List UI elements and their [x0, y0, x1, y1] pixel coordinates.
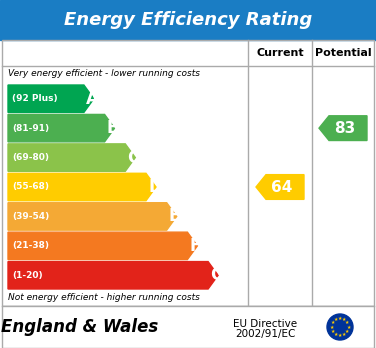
Text: ★: ★: [334, 317, 338, 322]
Text: Not energy efficient - higher running costs: Not energy efficient - higher running co…: [8, 293, 200, 302]
Text: ★: ★: [345, 320, 350, 325]
Text: ★: ★: [338, 333, 342, 338]
Polygon shape: [8, 262, 218, 289]
Text: 83: 83: [334, 121, 356, 136]
Polygon shape: [8, 173, 156, 201]
Polygon shape: [319, 116, 367, 141]
Text: ★: ★: [346, 324, 351, 330]
Text: ★: ★: [334, 332, 338, 337]
Text: G: G: [210, 266, 224, 284]
Bar: [2, 306, 374, 348]
Text: ★: ★: [331, 320, 335, 325]
Text: ★: ★: [342, 332, 346, 337]
Polygon shape: [8, 114, 115, 142]
Text: ★: ★: [331, 329, 335, 334]
Text: (69-80): (69-80): [12, 153, 49, 162]
Text: Very energy efficient - lower running costs: Very energy efficient - lower running co…: [8, 69, 200, 78]
Text: England & Wales: England & Wales: [2, 318, 159, 336]
Text: ★: ★: [338, 316, 342, 321]
Text: (1-20): (1-20): [12, 271, 42, 280]
Text: (92 Plus): (92 Plus): [12, 94, 58, 103]
Polygon shape: [256, 175, 304, 199]
Text: (21-38): (21-38): [12, 242, 49, 250]
Text: (81-91): (81-91): [12, 124, 49, 133]
Text: E: E: [169, 207, 180, 226]
Text: ★: ★: [345, 329, 350, 334]
Text: Current: Current: [256, 48, 304, 58]
Circle shape: [327, 314, 353, 340]
Text: EU Directive: EU Directive: [233, 319, 297, 329]
Polygon shape: [8, 85, 94, 112]
Text: C: C: [127, 149, 139, 167]
Text: (39-54): (39-54): [12, 212, 49, 221]
Polygon shape: [8, 144, 135, 171]
Text: A: A: [86, 90, 99, 108]
Text: 64: 64: [271, 180, 293, 195]
Bar: [2, 40, 374, 306]
Text: (55-68): (55-68): [12, 182, 49, 191]
Text: ★: ★: [342, 317, 346, 322]
Text: 2002/91/EC: 2002/91/EC: [235, 329, 295, 339]
Text: ★: ★: [329, 324, 334, 330]
Text: F: F: [190, 237, 201, 255]
Text: Potential: Potential: [315, 48, 371, 58]
Text: Energy Efficiency Rating: Energy Efficiency Rating: [64, 11, 312, 29]
Polygon shape: [8, 203, 177, 230]
Text: D: D: [148, 178, 162, 196]
Bar: [0, 0, 376, 40]
Polygon shape: [8, 232, 197, 260]
Text: B: B: [107, 119, 119, 137]
